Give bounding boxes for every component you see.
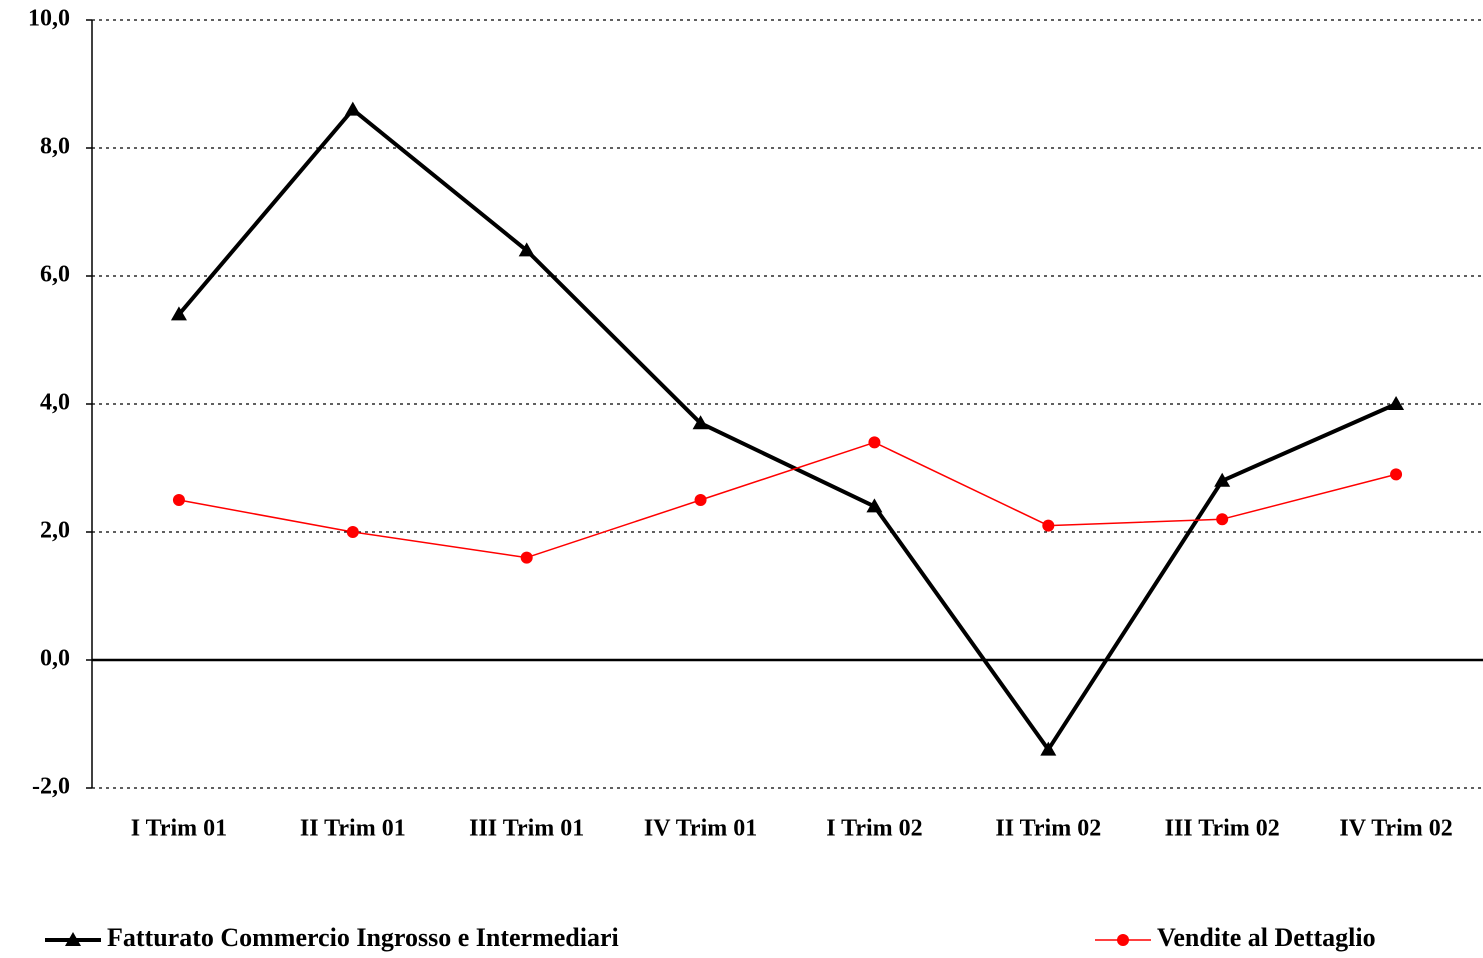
- legend-label: Vendite al Dettaglio: [1157, 923, 1376, 952]
- data-point: [518, 242, 535, 257]
- data-point: [1388, 396, 1405, 410]
- data-point: [520, 551, 533, 564]
- data-point: [346, 526, 359, 538]
- data-point: [868, 436, 881, 449]
- y-tick-label: 8,0: [40, 134, 70, 160]
- y-tick-label: -2,0: [32, 774, 70, 800]
- series-line: [177, 107, 1397, 752]
- x-tick-label: III Trim 01: [469, 816, 584, 842]
- y-tick-label: 2,0: [40, 518, 70, 544]
- x-tick-label: II Trim 01: [300, 816, 406, 842]
- data-point: [692, 415, 709, 430]
- legend-label: Fatturato Commercio Ingrosso e Intermedi…: [107, 923, 619, 952]
- series-line: [178, 441, 1397, 559]
- data-point: [170, 306, 187, 321]
- data-point: [1214, 472, 1231, 487]
- data-point: [1216, 513, 1229, 526]
- data-point: [866, 498, 883, 513]
- y-tick-label: 6,0: [40, 262, 70, 288]
- data-point: [172, 494, 185, 506]
- y-tick-label: 10,0: [28, 6, 70, 32]
- x-tick-label: I Trim 01: [131, 816, 227, 842]
- data-point: [1390, 468, 1403, 481]
- y-tick-label: 0,0: [40, 646, 70, 672]
- data-point: [1042, 519, 1055, 532]
- x-tick-label: I Trim 02: [826, 816, 922, 842]
- x-tick-label: II Trim 02: [995, 816, 1101, 842]
- data-point: [344, 101, 361, 116]
- legend-marker: [65, 932, 81, 946]
- data-point: [694, 494, 707, 506]
- x-tick-label: IV Trim 02: [1339, 816, 1452, 842]
- x-tick-label: IV Trim 01: [644, 816, 757, 842]
- y-tick-label: 4,0: [40, 390, 70, 416]
- x-tick-label: III Trim 02: [1165, 816, 1280, 842]
- legend-marker: [1117, 934, 1129, 946]
- data-point: [1040, 741, 1057, 756]
